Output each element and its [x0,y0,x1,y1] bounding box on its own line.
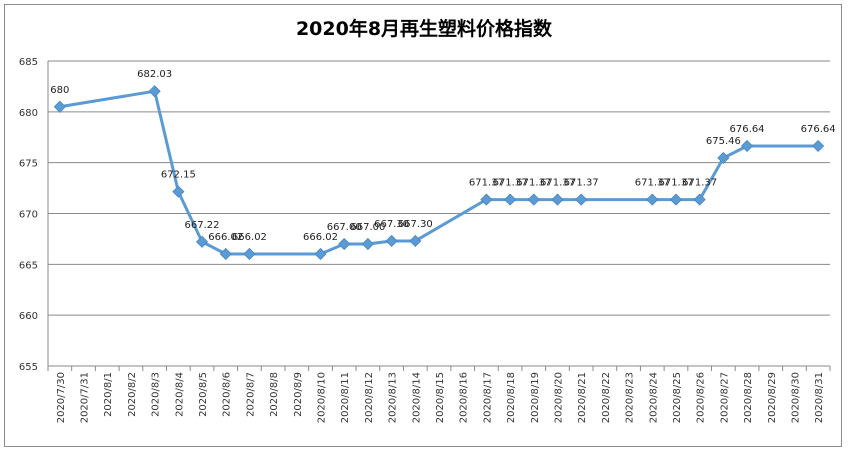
x-tick-label: 2020/8/31 [814,372,825,423]
data-label: 671.37 [493,178,528,189]
x-tick-label: 2020/8/6 [222,372,233,417]
data-point-marker [575,193,588,206]
data-label: 671.37 [682,178,717,189]
data-label: 671.37 [658,178,693,189]
data-point-marker [812,139,825,153]
y-tick-label: 670 [19,210,38,221]
data-label: 680 [50,85,69,96]
data-point-marker [53,100,66,113]
x-tick-label: 2020/8/22 [601,372,612,423]
data-label: 667.00 [327,222,362,233]
gridlines [48,60,830,367]
x-tick-label: 2020/8/11 [340,372,351,423]
x-tick-label: 2020/8/3 [151,372,162,417]
data-point-marker [172,185,185,198]
x-tick-label: 2020/8/20 [553,372,564,423]
chart-frame [4,4,842,447]
x-axis: 2020/7/30 2020/7/31 2020/8/1 2020/8/2 2020/8… [47,365,831,423]
data-point-marker [314,247,327,261]
x-tick-label: 2020/7/30 [56,372,67,423]
data-point-marker [148,85,161,98]
x-tick-label: 2020/8/18 [506,372,517,423]
data-point-marker [195,235,209,248]
data-label: 676.64 [730,124,765,135]
data-label: 676.64 [801,124,836,135]
data-label: 667.30 [398,219,433,230]
data-point-marker [385,234,398,248]
x-tick-label: 2020/8/21 [577,372,588,423]
x-tick-label: 2020/8/8 [269,372,280,417]
data-point-marker [504,193,517,206]
data-point-marker [219,247,232,261]
x-tick-label: 2020/8/12 [364,372,375,423]
x-tick-label: 2020/8/26 [696,372,707,423]
data-label: 671.37 [564,178,599,189]
data-point-marker [480,193,493,206]
x-tick-label: 2020/8/19 [530,372,541,423]
data-label: 666.02 [232,232,267,243]
x-tick-label: 2020/8/28 [743,372,754,423]
data-point-marker [717,151,730,165]
data-label: 667.00 [350,222,385,233]
x-tick-label: 2020/8/25 [672,372,683,423]
y-axis: 655 660 665 670 675 680 685 [19,57,49,373]
y-tick-label: 685 [19,57,38,68]
x-tick-label: 2020/8/13 [388,372,399,423]
x-tick-label: 2020/8/17 [482,372,493,423]
x-tick-label: 2020/8/24 [648,372,659,423]
data-point-marker [527,193,540,206]
x-tick-label: 2020/8/23 [625,372,636,423]
data-point-marker [243,247,256,261]
x-tick-label: 2020/8/10 [317,372,328,423]
y-tick-label: 665 [19,260,38,271]
x-tick-label: 2020/8/4 [174,372,185,417]
x-tick-label: 2020/8/1 [103,372,114,417]
x-tick-label: 2020/7/31 [80,372,91,423]
data-label: 671.37 [540,178,575,189]
chart-title: 2020年8月再生塑料价格指数 [295,18,553,40]
data-label: 666.02 [303,232,338,243]
data-point-marker [646,193,659,206]
data-label: 667.30 [374,219,409,230]
data-point-marker [361,237,374,251]
y-tick-label: 680 [19,108,38,119]
series-line-path [59,89,819,256]
data-label: 671.37 [516,178,551,189]
data-label: 682.03 [137,69,172,80]
y-tick-label: 655 [19,362,38,373]
y-tick-label: 660 [19,311,38,322]
data-label: 675.46 [706,136,741,147]
data-point-marker [338,237,351,251]
y-tick-label: 675 [19,159,38,170]
data-label: 671.37 [469,178,504,189]
data-label: 672.15 [161,170,196,181]
x-tick-label: 2020/8/16 [459,372,470,423]
data-point-marker [740,139,754,153]
x-tick-label: 2020/8/9 [293,372,304,417]
data-label: 671.37 [635,178,670,189]
data-label: 667.22 [185,220,220,231]
x-tick-label: 2020/8/30 [790,372,801,423]
x-tick-label: 2020/8/7 [245,372,256,417]
series-line [53,85,825,261]
x-tick-label: 2020/8/29 [767,372,778,423]
x-tick-label: 2020/8/14 [411,372,422,423]
data-label: 666.02 [208,232,243,243]
data-point-marker [551,193,564,206]
x-tick-label: 2020/8/2 [127,372,138,417]
data-point-marker [693,193,706,206]
x-tick-label: 2020/8/5 [198,372,209,417]
data-point-marker [669,193,683,206]
x-tick-label: 2020/8/27 [719,372,730,423]
x-tick-label: 2020/8/15 [435,372,446,423]
data-point-marker [409,234,422,248]
